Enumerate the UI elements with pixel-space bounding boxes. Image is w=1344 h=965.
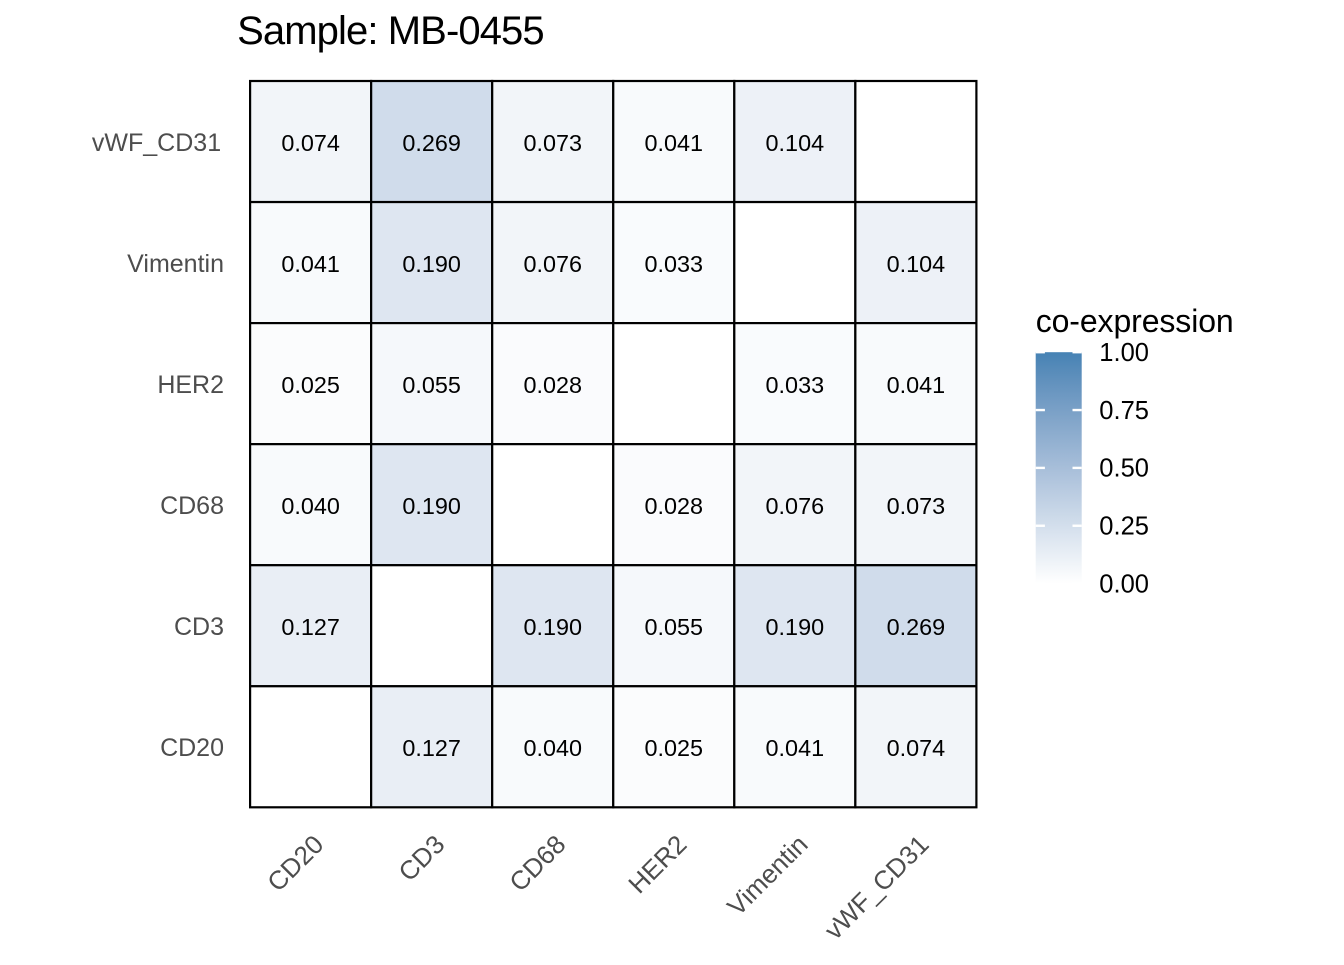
svg-text:0.076: 0.076 [523, 251, 582, 277]
svg-text:0.127: 0.127 [402, 735, 461, 761]
svg-text:0.025: 0.025 [644, 735, 703, 761]
svg-text:0.040: 0.040 [523, 735, 582, 761]
svg-text:Sample: MB-0455: Sample: MB-0455 [237, 9, 544, 53]
svg-text:0.104: 0.104 [887, 251, 946, 277]
svg-text:0.055: 0.055 [644, 614, 703, 640]
svg-text:0.127: 0.127 [281, 614, 340, 640]
svg-text:1.00: 1.00 [1099, 339, 1149, 367]
svg-text:0.190: 0.190 [523, 614, 582, 640]
svg-text:0.104: 0.104 [766, 130, 825, 156]
svg-text:0.074: 0.074 [281, 130, 340, 156]
svg-text:0.055: 0.055 [402, 372, 461, 398]
svg-text:0.75: 0.75 [1099, 397, 1149, 425]
svg-text:0.076: 0.076 [766, 493, 825, 519]
svg-text:0.190: 0.190 [402, 493, 461, 519]
svg-text:0.00: 0.00 [1099, 570, 1149, 598]
svg-text:0.25: 0.25 [1099, 512, 1149, 540]
svg-text:0.040: 0.040 [281, 493, 340, 519]
svg-text:0.025: 0.025 [281, 372, 340, 398]
svg-text:0.041: 0.041 [644, 130, 703, 156]
svg-text:CD20: CD20 [160, 734, 224, 762]
svg-text:0.190: 0.190 [402, 251, 461, 277]
svg-text:CD3: CD3 [174, 613, 224, 641]
svg-text:0.269: 0.269 [402, 130, 461, 156]
svg-text:CD68: CD68 [160, 492, 224, 520]
svg-text:0.028: 0.028 [523, 372, 582, 398]
svg-text:0.50: 0.50 [1099, 455, 1149, 483]
svg-text:0.073: 0.073 [523, 130, 582, 156]
svg-text:0.033: 0.033 [766, 372, 825, 398]
svg-text:0.269: 0.269 [887, 614, 946, 640]
svg-text:0.074: 0.074 [887, 735, 946, 761]
svg-text:co-expression: co-expression [1036, 303, 1234, 339]
svg-text:0.041: 0.041 [281, 251, 340, 277]
svg-text:0.041: 0.041 [887, 372, 946, 398]
svg-text:0.073: 0.073 [887, 493, 946, 519]
svg-text:0.041: 0.041 [766, 735, 825, 761]
svg-text:0.190: 0.190 [766, 614, 825, 640]
svg-text:HER2: HER2 [157, 371, 224, 399]
svg-text:Vimentin: Vimentin [127, 250, 224, 278]
svg-text:vWF_CD31: vWF_CD31 [92, 129, 221, 157]
svg-text:0.028: 0.028 [644, 493, 703, 519]
svg-text:0.033: 0.033 [644, 251, 703, 277]
